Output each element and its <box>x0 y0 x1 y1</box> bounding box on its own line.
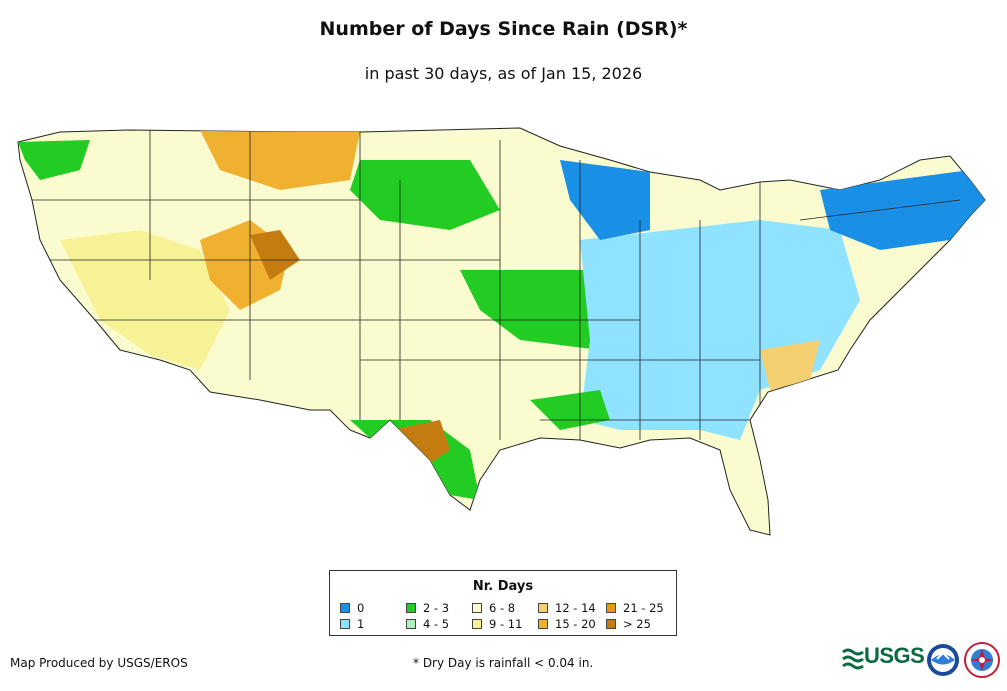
usgs-logo-text: USGS <box>864 643 925 668</box>
legend: Nr. Days 0 1 2 - 3 4 - 5 6 - 8 9 - 11 12… <box>329 570 677 636</box>
legend-item-8: 21 - 25 <box>606 601 664 615</box>
legend-label: 12 - 14 <box>555 601 596 615</box>
legend-swatch <box>606 603 616 613</box>
legend-title: Nr. Days <box>472 579 534 594</box>
agency-logos: USGS <box>842 640 1004 684</box>
legend-item-2: 2 - 3 <box>406 601 449 615</box>
usgs-wave-logo <box>842 648 864 670</box>
region-northeast-blue <box>820 170 985 250</box>
legend-swatch <box>406 619 416 629</box>
legend-item-4: 6 - 8 <box>472 601 515 615</box>
legend-swatch <box>472 603 482 613</box>
map-title: Number of Days Since Rain (DSR)* <box>319 18 688 40</box>
noaa-seal <box>927 644 959 676</box>
legend-swatch <box>606 619 616 629</box>
legend-label: 1 <box>357 617 365 631</box>
legend-label: > 25 <box>623 617 651 631</box>
legend-item-3: 4 - 5 <box>406 617 449 631</box>
legend-item-7: 15 - 20 <box>538 617 596 631</box>
legend-item-5: 9 - 11 <box>472 617 522 631</box>
region-northern-plains-green <box>350 160 500 230</box>
nws-seal <box>964 642 1000 678</box>
credit-text: Map Produced by USGS/EROS <box>10 656 188 670</box>
legend-label: 15 - 20 <box>555 617 596 631</box>
legend-swatch <box>538 619 548 629</box>
legend-label: 4 - 5 <box>423 617 450 631</box>
state-borders <box>30 130 961 440</box>
us-dsr-map <box>17 127 986 536</box>
legend-swatch <box>340 619 350 629</box>
legend-item-6: 12 - 14 <box>538 601 596 615</box>
legend-item-0: 0 <box>340 601 364 615</box>
legend-label: 6 - 8 <box>489 601 516 615</box>
legend-swatch <box>472 619 482 629</box>
region-southwest-orange <box>60 230 230 370</box>
map-subtitle: in past 30 days, as of Jan 15, 2026 <box>364 64 643 83</box>
legend-label: 9 - 11 <box>489 617 523 631</box>
legend-label: 0 <box>357 601 365 615</box>
region-pacific-nw-green <box>18 140 90 180</box>
legend-swatch <box>406 603 416 613</box>
region-carolinas-orange <box>760 340 820 390</box>
region-rockies-dark <box>250 230 300 280</box>
legend-swatch <box>538 603 548 613</box>
us-land <box>17 127 986 536</box>
region-great-lakes-blue <box>560 160 650 240</box>
region-montana-orange <box>200 130 360 190</box>
legend-label: 21 - 25 <box>623 601 664 615</box>
legend-item-9: > 25 <box>606 617 651 631</box>
legend-item-1: 1 <box>340 617 364 631</box>
legend-label: 2 - 3 <box>423 601 450 615</box>
legend-swatch <box>340 603 350 613</box>
footnote-text: * Dry Day is rainfall < 0.04 in. <box>413 656 594 670</box>
region-east-lightblue <box>580 220 860 440</box>
